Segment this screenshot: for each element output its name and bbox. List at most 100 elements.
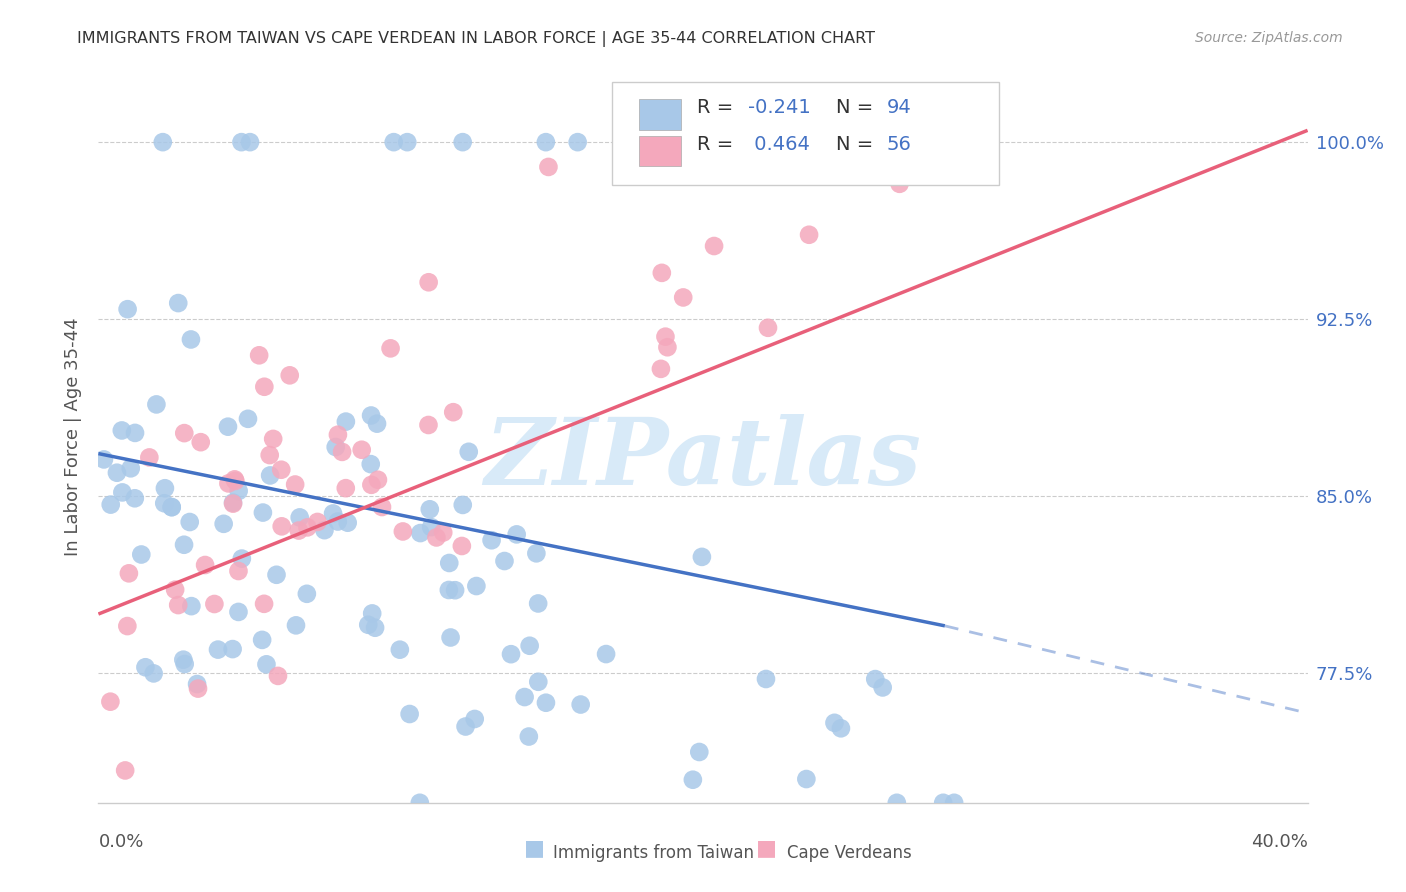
- Point: [360, 409, 382, 423]
- Point: [437, 582, 460, 597]
- Point: [360, 478, 382, 492]
- Point: [527, 597, 550, 611]
- Point: [307, 515, 329, 529]
- Point: [124, 425, 146, 440]
- Point: [236, 412, 259, 426]
- Point: [808, 137, 831, 152]
- Point: [231, 551, 253, 566]
- Point: [247, 348, 270, 362]
- Point: [100, 498, 122, 512]
- Text: IMMIGRANTS FROM TAIWAN VS CAPE VERDEAN IN LABOR FORCE | AGE 35-44 CORRELATION CH: IMMIGRANTS FROM TAIWAN VS CAPE VERDEAN I…: [77, 31, 876, 47]
- Point: [517, 730, 540, 744]
- Point: [173, 657, 195, 671]
- Point: [326, 427, 349, 442]
- Point: [398, 706, 420, 721]
- Point: [360, 457, 382, 471]
- Point: [457, 444, 479, 458]
- Point: [451, 135, 474, 149]
- Point: [392, 524, 415, 539]
- Point: [796, 772, 818, 786]
- Point: [367, 473, 389, 487]
- Point: [117, 619, 139, 633]
- Point: [830, 721, 852, 735]
- Point: [180, 333, 202, 347]
- Text: Cape Verdeans: Cape Verdeans: [787, 844, 912, 862]
- Point: [173, 538, 195, 552]
- Point: [682, 772, 704, 787]
- Point: [180, 599, 202, 614]
- Point: [450, 539, 472, 553]
- Point: [114, 764, 136, 778]
- Point: [285, 618, 308, 632]
- Point: [228, 605, 250, 619]
- Point: [322, 507, 344, 521]
- Point: [654, 329, 676, 343]
- Point: [441, 405, 464, 419]
- Point: [105, 466, 128, 480]
- Point: [259, 448, 281, 462]
- Point: [124, 491, 146, 506]
- Point: [418, 417, 440, 432]
- Point: [194, 558, 217, 572]
- Point: [464, 712, 486, 726]
- Point: [217, 419, 239, 434]
- Point: [239, 135, 262, 149]
- Point: [439, 556, 461, 570]
- Point: [266, 567, 288, 582]
- Point: [366, 417, 388, 431]
- Point: [380, 342, 402, 356]
- Point: [142, 666, 165, 681]
- Point: [270, 463, 292, 477]
- Text: 56: 56: [887, 135, 911, 154]
- Point: [118, 566, 141, 581]
- Point: [297, 520, 319, 534]
- Point: [932, 796, 955, 810]
- Text: 0.0%: 0.0%: [98, 833, 143, 851]
- Point: [513, 690, 536, 704]
- Y-axis label: In Labor Force | Age 35-44: In Labor Force | Age 35-44: [65, 318, 83, 557]
- Point: [172, 653, 194, 667]
- Point: [797, 227, 820, 242]
- Point: [287, 524, 309, 538]
- Point: [335, 415, 357, 429]
- Point: [481, 533, 503, 548]
- Point: [221, 642, 243, 657]
- Text: 40.0%: 40.0%: [1251, 833, 1308, 851]
- Point: [134, 660, 156, 674]
- Point: [250, 632, 273, 647]
- Point: [117, 302, 139, 317]
- Point: [524, 546, 547, 560]
- Point: [256, 657, 278, 672]
- Point: [207, 642, 229, 657]
- Point: [364, 621, 387, 635]
- Text: ■: ■: [756, 838, 776, 858]
- Point: [465, 579, 488, 593]
- Point: [278, 368, 301, 383]
- Point: [419, 502, 441, 516]
- Point: [228, 483, 250, 498]
- Point: [357, 617, 380, 632]
- Point: [224, 472, 246, 486]
- Point: [288, 510, 311, 524]
- Point: [231, 135, 253, 149]
- Point: [262, 432, 284, 446]
- Point: [222, 497, 245, 511]
- Point: [167, 598, 190, 612]
- Point: [212, 516, 235, 531]
- Point: [267, 669, 290, 683]
- Text: 0.464: 0.464: [748, 135, 810, 154]
- Point: [451, 498, 474, 512]
- Point: [270, 519, 292, 533]
- Text: Immigrants from Taiwan: Immigrants from Taiwan: [553, 844, 754, 862]
- Point: [190, 435, 212, 450]
- Point: [388, 642, 411, 657]
- Point: [690, 549, 713, 564]
- Point: [160, 500, 183, 515]
- Point: [756, 320, 779, 334]
- Point: [202, 597, 225, 611]
- Point: [519, 639, 541, 653]
- Point: [160, 500, 183, 515]
- Point: [253, 597, 276, 611]
- Point: [187, 681, 209, 696]
- Point: [432, 525, 454, 540]
